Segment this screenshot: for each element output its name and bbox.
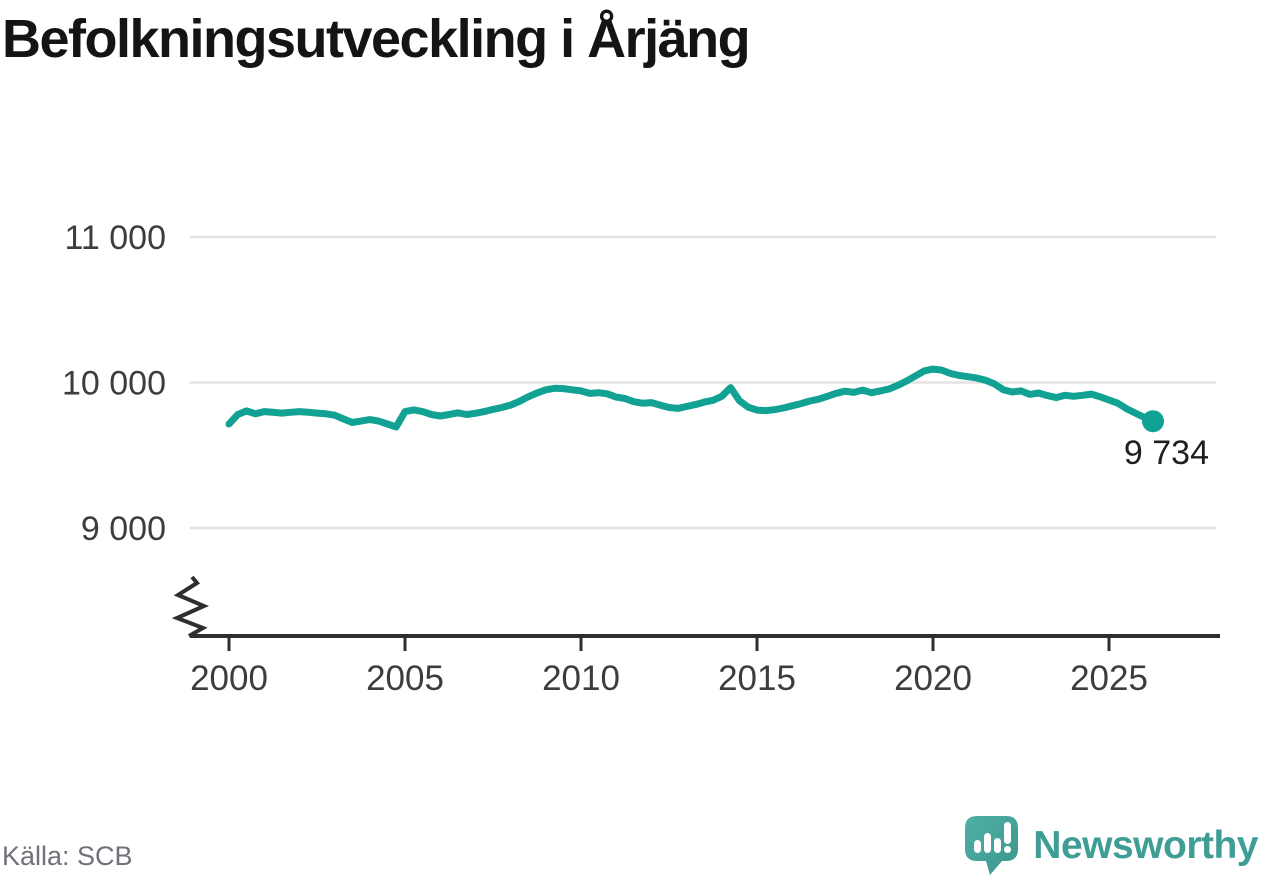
x-tick-label-2010: 2010 (542, 659, 620, 698)
end-point-value-label: 9 734 (1124, 434, 1209, 472)
y-tick-label-11000: 11 000 (65, 219, 166, 257)
chart-title: Befolkningsutveckling i Årjäng (2, 9, 751, 69)
x-tick-label-2000: 2000 (190, 659, 268, 698)
bar-small (974, 840, 982, 853)
bar-medium (994, 838, 1002, 853)
x-tick-label-2005: 2005 (366, 659, 444, 698)
source-caption: Källa: SCB (2, 841, 133, 871)
newsworthy-logo: Newsworthy (964, 815, 1258, 877)
bar-tall (984, 833, 992, 853)
y-tick-label-10000: 10 000 (62, 365, 166, 403)
end-point-dot (1142, 410, 1164, 433)
newsworthy-logo-icon (965, 816, 1019, 875)
newsworthy-logo-text: Newsworthy (1033, 824, 1258, 867)
exclamation-bar (1004, 822, 1012, 844)
exclamation-dot (1004, 846, 1012, 853)
x-tick-label-2025: 2025 (1070, 659, 1148, 698)
y-tick-label-9000: 9 000 (81, 510, 166, 548)
x-tick-label-2015: 2015 (718, 659, 796, 698)
population-line-series (225, 365, 1157, 431)
x-tick-label-2020: 2020 (894, 659, 972, 698)
population-line-chart: 9 000 10 000 11 000 2000 2005 2010 2015 2020 202… (62, 219, 1220, 698)
axis-break-icon (171, 575, 210, 638)
